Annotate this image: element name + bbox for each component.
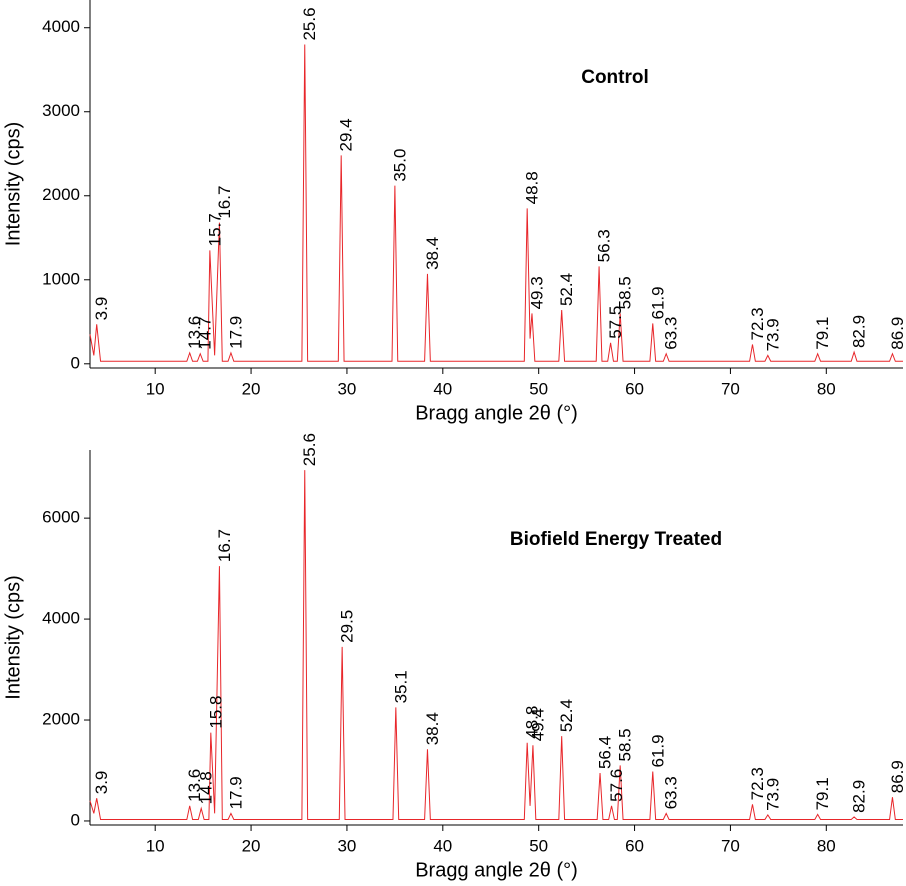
- peak-label: 29.5: [338, 610, 357, 643]
- x-axis-label: Bragg angle 2θ (°): [415, 859, 578, 881]
- peak-label: 29.4: [337, 118, 356, 151]
- peak-label: 82.9: [850, 315, 869, 348]
- x-tick-label: 70: [721, 836, 740, 855]
- peak-label: 14.7: [196, 317, 215, 350]
- peak-label: 3.9: [92, 297, 111, 321]
- peak-label: 57.5: [606, 306, 625, 339]
- peak-label: 13.6: [185, 769, 204, 802]
- x-axis-label: Bragg angle 2θ (°): [415, 402, 578, 424]
- peak-label: 14.8: [197, 771, 216, 804]
- peak-label: 38.4: [423, 712, 442, 745]
- y-axis-label: Intensity (cps): [2, 575, 24, 699]
- peak-label: 52.4: [557, 273, 576, 306]
- peak-label: 35.1: [391, 670, 410, 703]
- peak-label: 82.9: [850, 780, 869, 813]
- peak-label: 58.5: [616, 728, 635, 761]
- y-tick-label: 2000: [42, 710, 80, 729]
- peak-label: 73.9: [763, 318, 782, 351]
- x-tick-label: 10: [146, 379, 165, 398]
- x-tick-label: 40: [433, 379, 452, 398]
- peak-label: 58.5: [616, 276, 635, 309]
- x-tick-label: 60: [625, 379, 644, 398]
- peak-label: 16.7: [215, 186, 234, 219]
- peak-label: 49.3: [527, 276, 546, 309]
- x-tick-label: 50: [529, 836, 548, 855]
- peak-label: 61.9: [648, 734, 667, 767]
- peak-label: 52.4: [557, 699, 576, 732]
- peak-label: 15.8: [206, 696, 225, 729]
- peak-label: 48.8: [523, 706, 542, 739]
- peak-label: 17.9: [226, 316, 245, 349]
- peak-label: 73.9: [763, 778, 782, 811]
- x-tick-label: 30: [337, 379, 356, 398]
- chart-title: Control: [581, 67, 649, 88]
- peak-label: 86.9: [888, 317, 906, 350]
- peak-label: 63.3: [662, 776, 681, 809]
- x-tick-label: 70: [721, 379, 740, 398]
- x-tick-label: 80: [817, 379, 836, 398]
- peak-label: 63.3: [662, 317, 681, 350]
- peak-label: 15.7: [205, 213, 224, 246]
- peak-label: 56.4: [596, 736, 615, 769]
- y-tick-label: 3000: [42, 101, 80, 120]
- x-tick-label: 80: [817, 836, 836, 855]
- y-tick-label: 4000: [42, 609, 80, 628]
- xrd-line: [89, 470, 903, 820]
- peak-label: 17.9: [226, 776, 245, 809]
- peak-label: 25.6: [300, 433, 319, 466]
- y-tick-label: 4000: [42, 17, 80, 36]
- peak-label: 57.6: [607, 769, 626, 802]
- y-tick-label: 0: [71, 353, 80, 372]
- y-axis-label: Intensity (cps): [2, 122, 24, 246]
- peak-label: 38.4: [423, 237, 442, 270]
- peak-label: 86.9: [888, 760, 906, 793]
- peak-label: 16.7: [215, 529, 234, 562]
- peak-label: 3.9: [92, 771, 111, 795]
- peak-label: 49.4: [528, 708, 547, 741]
- y-tick-label: 2000: [42, 185, 80, 204]
- xrd-line: [89, 44, 903, 362]
- peak-label: 13.6: [185, 316, 204, 349]
- x-tick-label: 20: [242, 379, 261, 398]
- x-tick-label: 10: [146, 836, 165, 855]
- peak-label: 79.1: [813, 317, 832, 350]
- peak-label: 72.3: [748, 767, 767, 800]
- chart-title: Biofield Energy Treated: [510, 529, 722, 550]
- x-tick-label: 30: [337, 836, 356, 855]
- x-tick-label: 20: [242, 836, 261, 855]
- peak-label: 72.3: [748, 307, 767, 340]
- peak-label: 25.6: [300, 7, 319, 40]
- peak-label: 56.3: [595, 229, 614, 262]
- peak-label: 61.9: [648, 286, 667, 319]
- peak-label: 48.8: [523, 171, 542, 204]
- y-tick-label: 6000: [42, 508, 80, 527]
- x-tick-label: 60: [625, 836, 644, 855]
- peak-label: 79.1: [813, 777, 832, 810]
- x-tick-label: 50: [529, 379, 548, 398]
- y-tick-label: 1000: [42, 269, 80, 288]
- peak-label: 35.0: [390, 149, 409, 182]
- y-tick-label: 0: [71, 810, 80, 829]
- x-tick-label: 40: [433, 836, 452, 855]
